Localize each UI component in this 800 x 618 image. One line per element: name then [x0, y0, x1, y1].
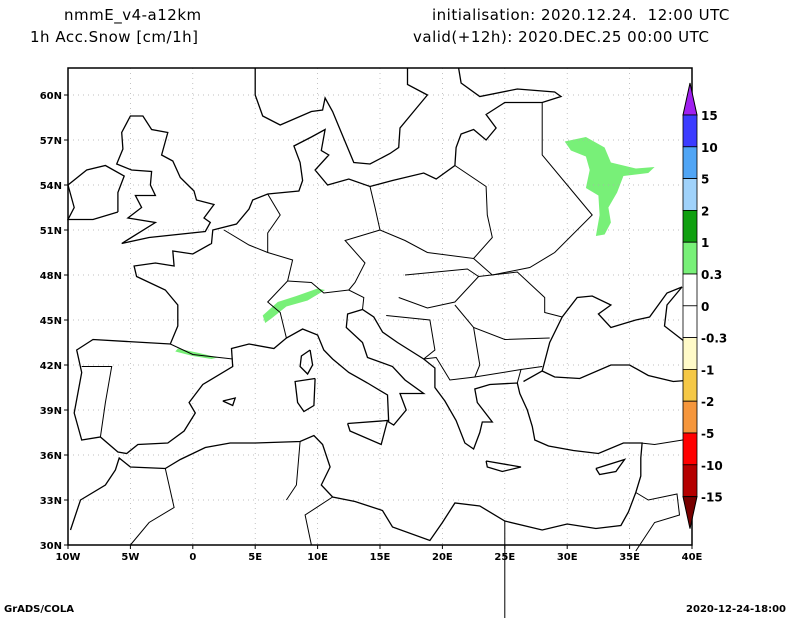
colorbar-segment [682, 432, 698, 466]
lat-tick-label: 51N [40, 226, 62, 237]
colorbar-segment [682, 209, 698, 243]
colorbar-bottom-triangle [682, 496, 698, 529]
lat-tick-label: 60N [40, 91, 62, 102]
colorbar-segment [682, 178, 698, 211]
country-border [287, 280, 365, 310]
coastline [254, 68, 429, 165]
colorbar-top-triangle [682, 82, 698, 116]
coastline [66, 164, 126, 221]
lat-tick-label: 45N [40, 316, 62, 327]
coastline [69, 67, 643, 542]
lon-tick-label: 0 [189, 552, 196, 563]
lat-tick-label: 48N [40, 271, 62, 282]
colorbar-label: 5 [701, 173, 709, 187]
colorbar-label: -0.3 [701, 332, 727, 346]
country-border [635, 492, 681, 552]
lat-tick-label: 57N [40, 136, 62, 147]
country-border [423, 327, 481, 381]
coastline [346, 419, 389, 446]
country-border [170, 343, 233, 360]
colorbar-segment [682, 337, 698, 370]
coastline [294, 377, 316, 413]
colorbar-segment [682, 273, 698, 307]
lat-tick-label: 54N [40, 181, 62, 192]
country-border [130, 468, 175, 546]
lat-tick-label: 39N [40, 406, 62, 417]
valid-time-label: valid(+12h): 2020.DEC.25 00:00 UTC [413, 28, 710, 46]
country-border [223, 229, 294, 339]
lat-tick-label: 42N [40, 361, 62, 372]
colorbar-label: -5 [701, 427, 714, 441]
country-border [386, 315, 436, 360]
colorbar-label: 1 [701, 236, 709, 250]
coastline [541, 364, 693, 383]
colorbar-segment [682, 146, 698, 180]
colorbar-label: 10 [701, 141, 718, 155]
coastline [299, 349, 314, 376]
colorbar-segment [682, 241, 698, 275]
colorbar-label: 15 [701, 109, 718, 123]
country-border [379, 165, 493, 260]
lon-tick-label: 10W [56, 552, 81, 563]
snow-area-0 [564, 137, 655, 236]
country-border [454, 304, 550, 341]
country-border [398, 276, 479, 309]
country-border [267, 193, 281, 253]
country-border [474, 368, 522, 384]
coastline [595, 458, 627, 476]
colorbar-segment [682, 368, 698, 402]
lon-tick-label: 40E [682, 552, 703, 563]
colorbar-segment [682, 400, 698, 434]
country-border [304, 496, 333, 546]
country-border [520, 366, 543, 370]
initialisation-label: initialisation: 2020.12.24. 12:00 UTC [432, 6, 730, 24]
colorbar-segment [682, 464, 698, 497]
snow-area-2 [175, 348, 218, 359]
lon-tick-label: 35E [619, 552, 640, 563]
colorbar-segment [682, 114, 698, 148]
colorbar-label: -2 [701, 395, 714, 409]
lon-tick-label: 20E [432, 552, 453, 563]
colorbar-segment [682, 305, 698, 338]
lat-tick-label: 36N [40, 451, 62, 462]
footer-credit: GrADS/COLA [4, 604, 74, 615]
lon-tick-label: 30E [557, 552, 578, 563]
colorbar-label: -10 [701, 459, 723, 473]
lat-tick-label: 30N [40, 541, 62, 552]
country-border [285, 441, 301, 501]
colorbar-label: 2 [701, 204, 709, 218]
country-border [344, 186, 381, 291]
colorbar-label: 0 [701, 300, 709, 314]
lon-tick-label: 5E [248, 552, 262, 563]
coastline [115, 115, 216, 245]
snow-area-1 [262, 288, 326, 323]
footer-timestamp: 2020-12-24-18:00 [686, 604, 786, 615]
colorbar-label: -1 [701, 363, 714, 377]
country-border [473, 102, 593, 276]
country-border [404, 268, 563, 318]
lat-tick-label: 33N [40, 496, 62, 507]
country-border [640, 438, 693, 446]
lon-tick-label: 10E [307, 552, 328, 563]
country-border [81, 366, 113, 438]
coastline [485, 460, 522, 473]
model-title: nmmE_v4-a12km [64, 6, 202, 24]
lon-tick-label: 5W [121, 552, 139, 563]
variable-title: 1h Acc.Snow [cm/1h] [30, 28, 199, 46]
colorbar-label: 0.3 [701, 268, 722, 282]
colorbar-label: -15 [701, 491, 723, 505]
lon-tick-label: 15E [370, 552, 391, 563]
coastline [523, 286, 693, 383]
coastline [222, 397, 237, 407]
